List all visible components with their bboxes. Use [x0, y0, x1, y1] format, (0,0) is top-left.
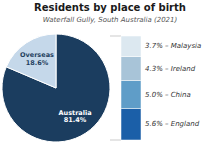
connector: [110, 140, 121, 141]
connector: [110, 36, 121, 37]
bar-segment: [121, 81, 141, 109]
chart: Residents by place of birth Waterfall Gul…: [0, 0, 220, 148]
bar-segment: [121, 36, 141, 57]
slice-label: Australia81.4%: [59, 109, 92, 125]
slice: [6, 34, 56, 88]
bar-label: 4.3% – Ireland: [145, 65, 196, 73]
bar-labels: 5.6% – England 5.0% – China 4.3% – Ireland…: [145, 42, 201, 128]
bar-label: 5.6% – England: [145, 120, 200, 128]
bar-segment: [121, 57, 141, 81]
bar-segment: [121, 109, 141, 140]
stacked-bar: [121, 36, 141, 140]
pie: [2, 34, 110, 142]
slice-labels: Australia81.4% Overseas18.6%: [20, 51, 92, 124]
slice: [2, 34, 110, 142]
bar-label: 5.0% – China: [145, 91, 191, 99]
slice-label: Overseas18.6%: [20, 51, 54, 67]
title: Residents by place of birth: [34, 2, 186, 13]
bar-label: 3.7% – Malaysia: [145, 42, 201, 50]
subtitle: Waterfall Gully, South Australia (2021): [43, 16, 178, 24]
